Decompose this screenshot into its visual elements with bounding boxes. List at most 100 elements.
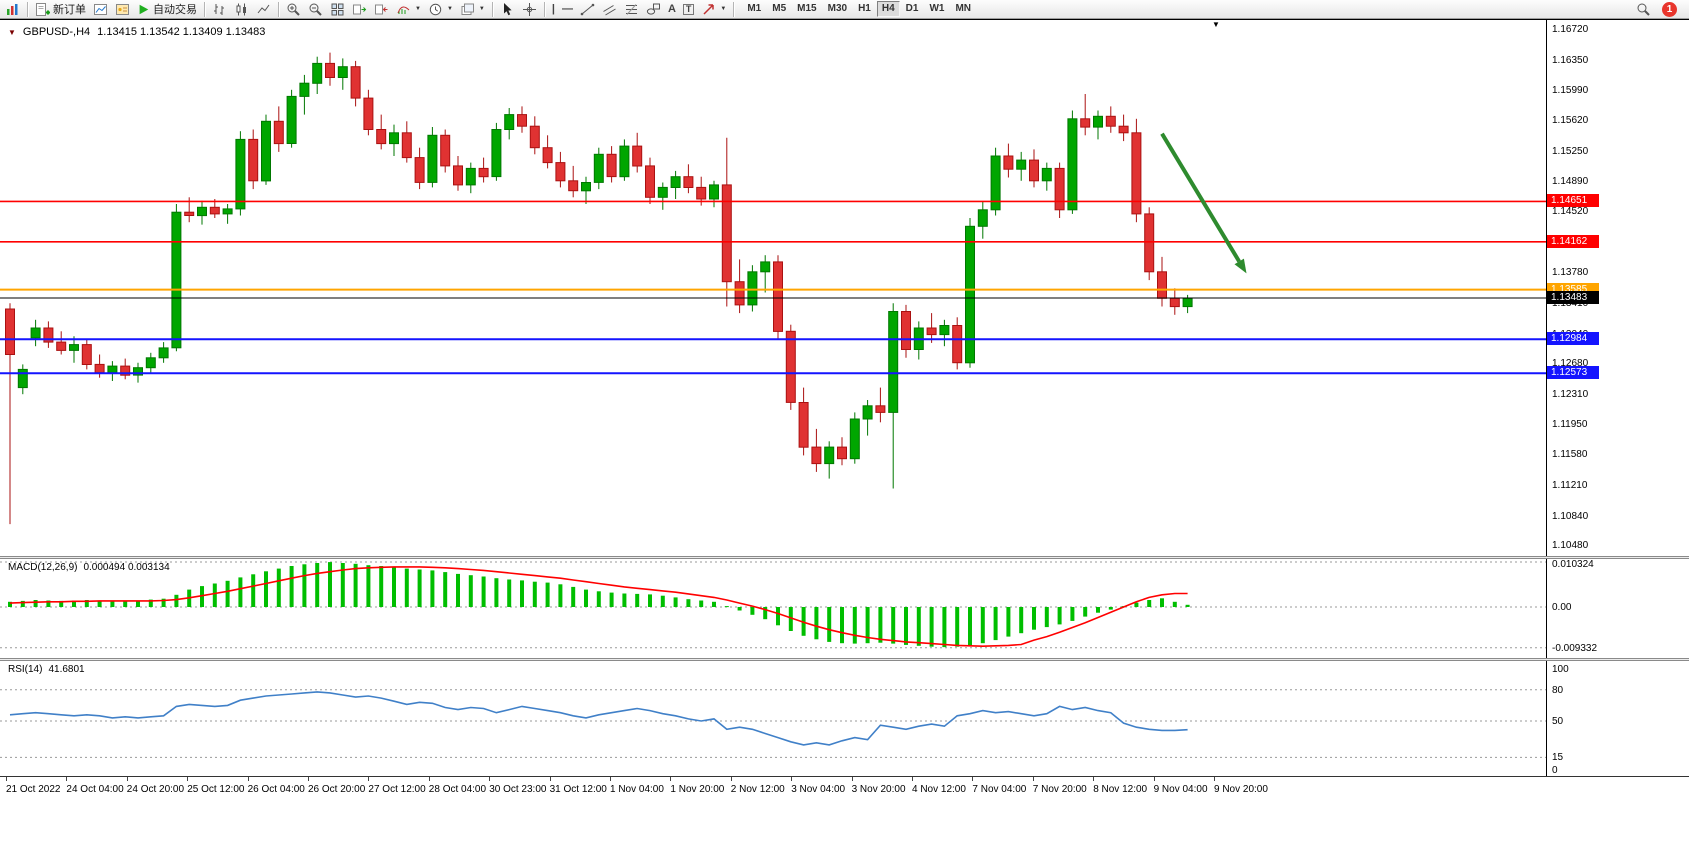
- toolbar-separator: [733, 1, 735, 17]
- search-icon: [1637, 3, 1650, 16]
- toolbar-separator: [491, 1, 493, 17]
- templates-button[interactable]: ▼: [457, 1, 488, 18]
- price-chart-panel[interactable]: ▼ GBPUSD-,H4 1.13415 1.13542 1.13409 1.1…: [0, 19, 1546, 556]
- timeframe-m30[interactable]: M30: [827, 3, 848, 14]
- shapes-button[interactable]: [643, 1, 664, 18]
- new-chart-button[interactable]: [90, 1, 111, 18]
- time-tick: [6, 777, 7, 781]
- text-tool-button[interactable]: A: [665, 1, 679, 18]
- arrows-tool-button[interactable]: ▼: [698, 1, 729, 18]
- time-label: 30 Oct 23:00: [489, 784, 547, 795]
- time-tick: [308, 777, 309, 781]
- cursor-tool-button[interactable]: [497, 1, 518, 18]
- timeframe-d1[interactable]: D1: [905, 3, 919, 14]
- text-label-tool-button[interactable]: T: [680, 1, 698, 18]
- symbol-caret-icon[interactable]: ▼: [8, 27, 16, 37]
- toolbar-right: 1: [1633, 1, 1687, 18]
- line-chart-type-button[interactable]: [253, 1, 274, 18]
- vertical-line-icon: |: [551, 2, 555, 15]
- macd-panel[interactable]: MACD(12,26,9) 0.000494 0.003134: [0, 559, 1546, 658]
- new-chart-icon: [94, 3, 107, 15]
- macd-tick-label: -0.009332: [1552, 642, 1598, 654]
- periods-button[interactable]: ▼: [425, 1, 456, 18]
- panel-splitter[interactable]: [0, 658, 1689, 661]
- timeframe-group: M1 M5 M15 M30 H1 H4 D1 W1 MN: [742, 1, 976, 17]
- price-tick-label: 1.15250: [1552, 145, 1589, 157]
- notification-badge[interactable]: 1: [1662, 1, 1677, 17]
- macd-histogram-layer: [8, 562, 1190, 648]
- rsi-axis[interactable]: 100 80 50 15 0: [1546, 661, 1689, 776]
- bar-chart-type-button[interactable]: [209, 1, 230, 18]
- price-tick-label: 1.12310: [1552, 389, 1589, 401]
- price-axis[interactable]: 1.16720 1.16350 1.15990 1.15620 1.15250 1.148…: [1546, 19, 1689, 556]
- search-icon-button[interactable]: [1633, 1, 1654, 18]
- price-line-badge: 1.12573: [1547, 366, 1599, 380]
- indicators-icon: [397, 6, 410, 14]
- candlestick-chart-type-button[interactable]: [231, 1, 252, 18]
- timeframe-m15[interactable]: M15: [797, 3, 817, 14]
- rsi-tick-label: 80: [1552, 684, 1564, 696]
- vertical-line-tool-button[interactable]: |: [549, 1, 558, 18]
- fibonacci-tool-button[interactable]: [621, 1, 642, 18]
- timeframe-h1[interactable]: H1: [858, 3, 871, 14]
- symbol-label: GBPUSD-,H4: [22, 26, 91, 38]
- timeframe-m5[interactable]: M5: [772, 3, 787, 14]
- macd-label: MACD(12,26,9): [8, 562, 78, 573]
- hlines-layer[interactable]: [0, 200, 1546, 375]
- time-tick: [912, 777, 913, 781]
- macd-axis[interactable]: 0.010324 0.00 -0.009332: [1546, 559, 1689, 658]
- auto-scroll-button[interactable]: [349, 1, 370, 18]
- play-icon: [139, 4, 149, 14]
- rsi-line: [9, 691, 1188, 746]
- rsi-label: RSI(14): [8, 664, 43, 675]
- channel-icon: [603, 4, 616, 15]
- timeframe-w1[interactable]: W1: [929, 3, 945, 14]
- timeframe-mn[interactable]: MN: [955, 3, 972, 14]
- price-tick-label: 1.15990: [1552, 84, 1589, 96]
- chart-shift-marker[interactable]: ▼: [1212, 20, 1220, 29]
- price-line-badge: 1.13483: [1547, 291, 1599, 304]
- crosshair-tool-button[interactable]: [519, 1, 540, 18]
- trendline-tool-button[interactable]: [577, 1, 598, 18]
- time-tick: [126, 777, 128, 781]
- tile-windows-button[interactable]: [327, 1, 348, 18]
- rsi-title: RSI(14) 41.6801: [8, 664, 85, 675]
- line-chart-icon: [257, 4, 270, 13]
- indicators-button[interactable]: ▼: [393, 1, 424, 18]
- timeframe-h4[interactable]: H4: [876, 1, 900, 17]
- time-label: 7 Nov 20:00: [1032, 784, 1087, 795]
- toolbar-separator: [27, 1, 28, 17]
- time-label: 26 Oct 20:00: [308, 784, 366, 795]
- price-chart-canvas[interactable]: [0, 20, 1546, 556]
- rsi-panel[interactable]: RSI(14) 41.6801: [0, 661, 1546, 776]
- panel-splitter[interactable]: [0, 556, 1689, 559]
- new-order-button[interactable]: 新订单: [32, 1, 89, 18]
- profiles-button[interactable]: [112, 1, 133, 18]
- toolbar-separator: [204, 1, 205, 17]
- rsi-canvas[interactable]: [0, 661, 1546, 776]
- trend-arrow-annotation[interactable]: [1160, 132, 1247, 274]
- chart-shift-button[interactable]: [371, 1, 392, 18]
- time-label: 31 Oct 12:00: [549, 784, 607, 795]
- rsi-tick-label: 0: [1552, 765, 1558, 776]
- time-axis[interactable]: 21 Oct 2022 24 Oct 04:00 24 Oct 20:00 25 Oc…: [0, 776, 1689, 798]
- price-tick-label: 1.10480: [1552, 540, 1589, 552]
- toolbar-separator: [278, 1, 279, 17]
- macd-canvas[interactable]: [0, 559, 1546, 658]
- price-tick-label: 1.13780: [1552, 267, 1589, 279]
- timeframe-m1[interactable]: M1: [747, 3, 762, 14]
- channel-tool-button[interactable]: [599, 1, 620, 18]
- time-tick: [610, 777, 611, 781]
- macd-values: 0.000494 0.003134: [83, 562, 170, 573]
- crosshair-icon: [522, 2, 536, 16]
- auto-trading-button[interactable]: 自动交易: [134, 1, 200, 18]
- macd-level-lines: [0, 561, 1546, 649]
- time-tick: [730, 777, 732, 781]
- macd-signal-line: [9, 566, 1188, 648]
- text-icon: A: [667, 2, 676, 15]
- zoom-out-button[interactable]: [305, 1, 326, 18]
- time-tick: [670, 777, 672, 781]
- price-line-badge: 1.12984: [1547, 332, 1599, 346]
- horizontal-line-tool-button[interactable]: —: [559, 1, 576, 18]
- zoom-in-button[interactable]: [283, 1, 304, 18]
